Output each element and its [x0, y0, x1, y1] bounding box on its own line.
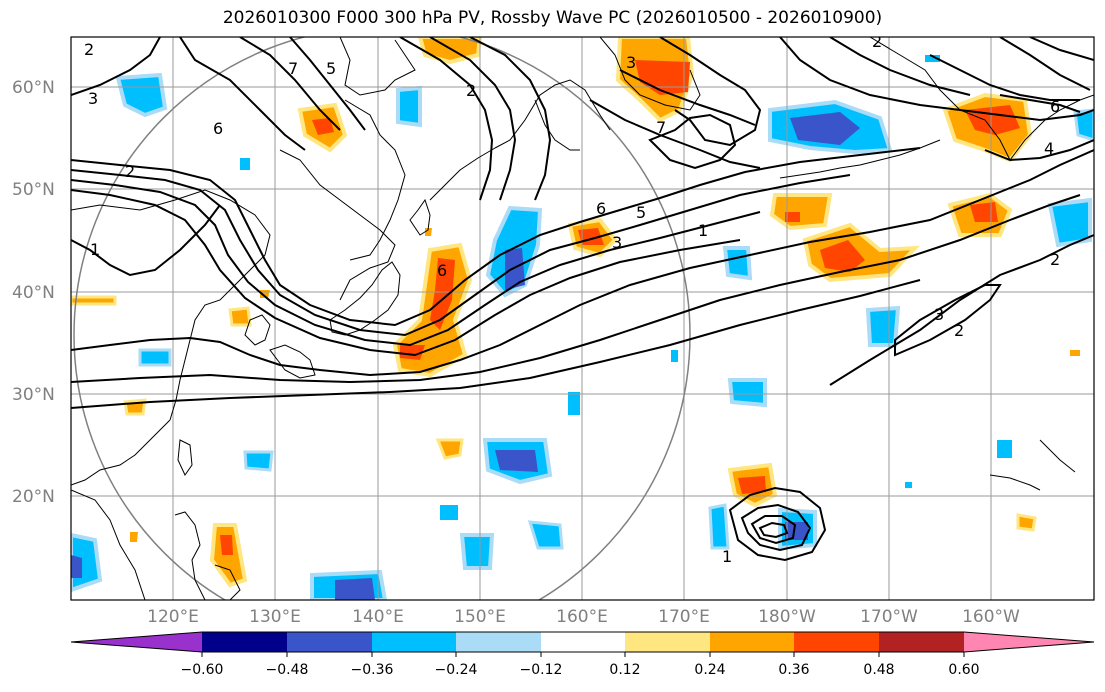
- contour-label: 2: [954, 321, 964, 340]
- lon-label: 160°W: [962, 607, 1020, 627]
- contour-label: 2: [1050, 250, 1060, 269]
- contour-label: 3: [612, 233, 622, 252]
- contour-label: 2: [125, 162, 135, 181]
- longitude-labels: 120°E 130°E 140°E 150°E 160°E 170°E 180°…: [147, 607, 1020, 627]
- colorbar-tick: 0.60: [948, 662, 979, 678]
- contour-label: 5: [636, 203, 646, 222]
- graticule: [71, 37, 1094, 600]
- colorbar-tick: −0.12: [520, 662, 563, 678]
- contour-label: 2: [84, 40, 94, 59]
- colorbar-tick: −0.24: [435, 662, 478, 678]
- map-frame: [70, 36, 1095, 601]
- colorbar-tick: −0.48: [266, 662, 309, 678]
- contour-label: 1: [90, 240, 100, 259]
- colorbar-segment: [625, 632, 710, 652]
- lat-label: 30°N: [12, 385, 55, 405]
- contour-label: 6: [437, 261, 447, 280]
- contour-label: 3: [626, 53, 636, 72]
- radius-circle: [73, 37, 691, 600]
- page-title: 2026010300 F000 300 hPa PV, Rossby Wave …: [222, 8, 883, 28]
- lon-label: 160°E: [556, 607, 608, 627]
- lat-label: 40°N: [12, 283, 55, 303]
- contour-labels: 2 3 7 5 6 2 1 6 3 6 5 1 2 3 7 2 4 6 2 3 …: [84, 32, 1060, 566]
- colorbar-segment: [456, 632, 541, 652]
- lat-label: 50°N: [12, 180, 55, 200]
- lon-label: 180°W: [758, 607, 816, 627]
- colorbar-tick: 0.24: [694, 662, 725, 678]
- contour-label: 6: [1050, 97, 1060, 116]
- lon-label: 170°E: [658, 607, 710, 627]
- contour-label: 4: [1044, 139, 1054, 158]
- lon-label: 140°E: [352, 607, 404, 627]
- contour-label: 3: [934, 305, 944, 324]
- lat-label: 60°N: [12, 78, 55, 98]
- colorbar-segment: [202, 632, 287, 652]
- contour-label: 2: [872, 32, 882, 51]
- colorbar-segment: [710, 632, 794, 652]
- lon-label: 130°E: [249, 607, 301, 627]
- colorbar: −0.60 −0.48 −0.36 −0.24 −0.12 0.12 0.24 …: [70, 631, 1095, 678]
- contour-label: 7: [288, 59, 298, 78]
- lat-label: 20°N: [12, 487, 55, 507]
- colorbar-segment: [287, 632, 372, 652]
- colorbar-segment: [879, 632, 964, 652]
- colorbar-tick: 0.48: [863, 662, 894, 678]
- colorbar-segment: [541, 632, 625, 652]
- colorbar-tick: 0.12: [609, 662, 640, 678]
- lon-label: 170°W: [860, 607, 918, 627]
- contour-label: 5: [326, 59, 336, 78]
- pv-contours: [71, 37, 1094, 562]
- latitude-labels: 60°N 50°N 40°N 30°N 20°N: [12, 78, 55, 507]
- contour-label: 3: [88, 89, 98, 108]
- contour-label: 1: [722, 547, 732, 566]
- coastlines: [71, 37, 1094, 600]
- colorbar-extend-low: [71, 632, 202, 652]
- contour-label: 6: [213, 119, 223, 138]
- colorbar-tick: −0.60: [181, 662, 224, 678]
- lon-label: 150°E: [454, 607, 506, 627]
- colorbar-tick: −0.36: [351, 662, 394, 678]
- lon-label: 120°E: [147, 607, 199, 627]
- colorbar-extend-high: [964, 632, 1094, 652]
- contour-label: 7: [656, 118, 666, 137]
- contour-label: 2: [466, 81, 476, 100]
- colorbar-segment: [794, 632, 879, 652]
- colorbar-segment: [372, 632, 456, 652]
- contour-label: 6: [596, 199, 606, 218]
- contour-label: 1: [698, 221, 708, 240]
- colorbar-tick: 0.36: [778, 662, 809, 678]
